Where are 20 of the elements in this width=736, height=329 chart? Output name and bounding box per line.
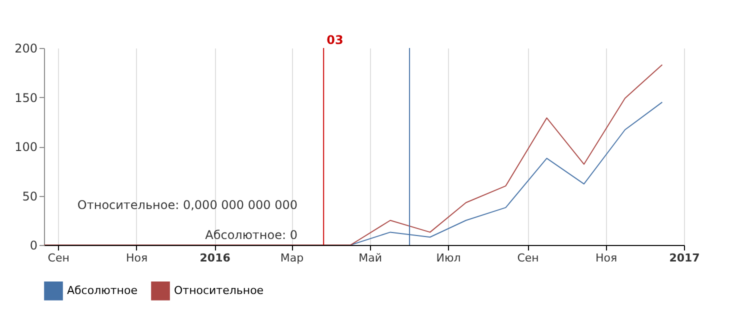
- legend-label: Абсолютное: [67, 284, 138, 297]
- annotation: Относительное: 0,000 000 000 000: [77, 198, 298, 212]
- x-tick-label: Мар: [280, 252, 304, 264]
- x-tick-label: Ноя: [126, 252, 148, 264]
- line-series: [44, 64, 663, 245]
- annotation: Абсолютное: 0: [205, 228, 298, 242]
- y-tick-label: 50: [22, 189, 38, 204]
- y-tick-label: 150: [14, 90, 38, 105]
- y-tick-label: 0: [30, 238, 38, 252]
- x-tick-label: 2016: [200, 252, 231, 264]
- ref-line-label: 03: [326, 33, 344, 47]
- y-tick-label: 200: [14, 42, 38, 56]
- x-tick-label: Июл: [436, 252, 461, 264]
- x-tick-label: Сен: [517, 252, 539, 264]
- x-tick-label: Ноя: [595, 252, 618, 264]
- x-tick-label: Май: [358, 252, 382, 264]
- legend-label: Относительное: [174, 284, 264, 297]
- y-tick-label: 100: [14, 140, 38, 154]
- x-tick-label: 2017: [669, 252, 700, 264]
- x-tick-label: Сен: [48, 252, 70, 264]
